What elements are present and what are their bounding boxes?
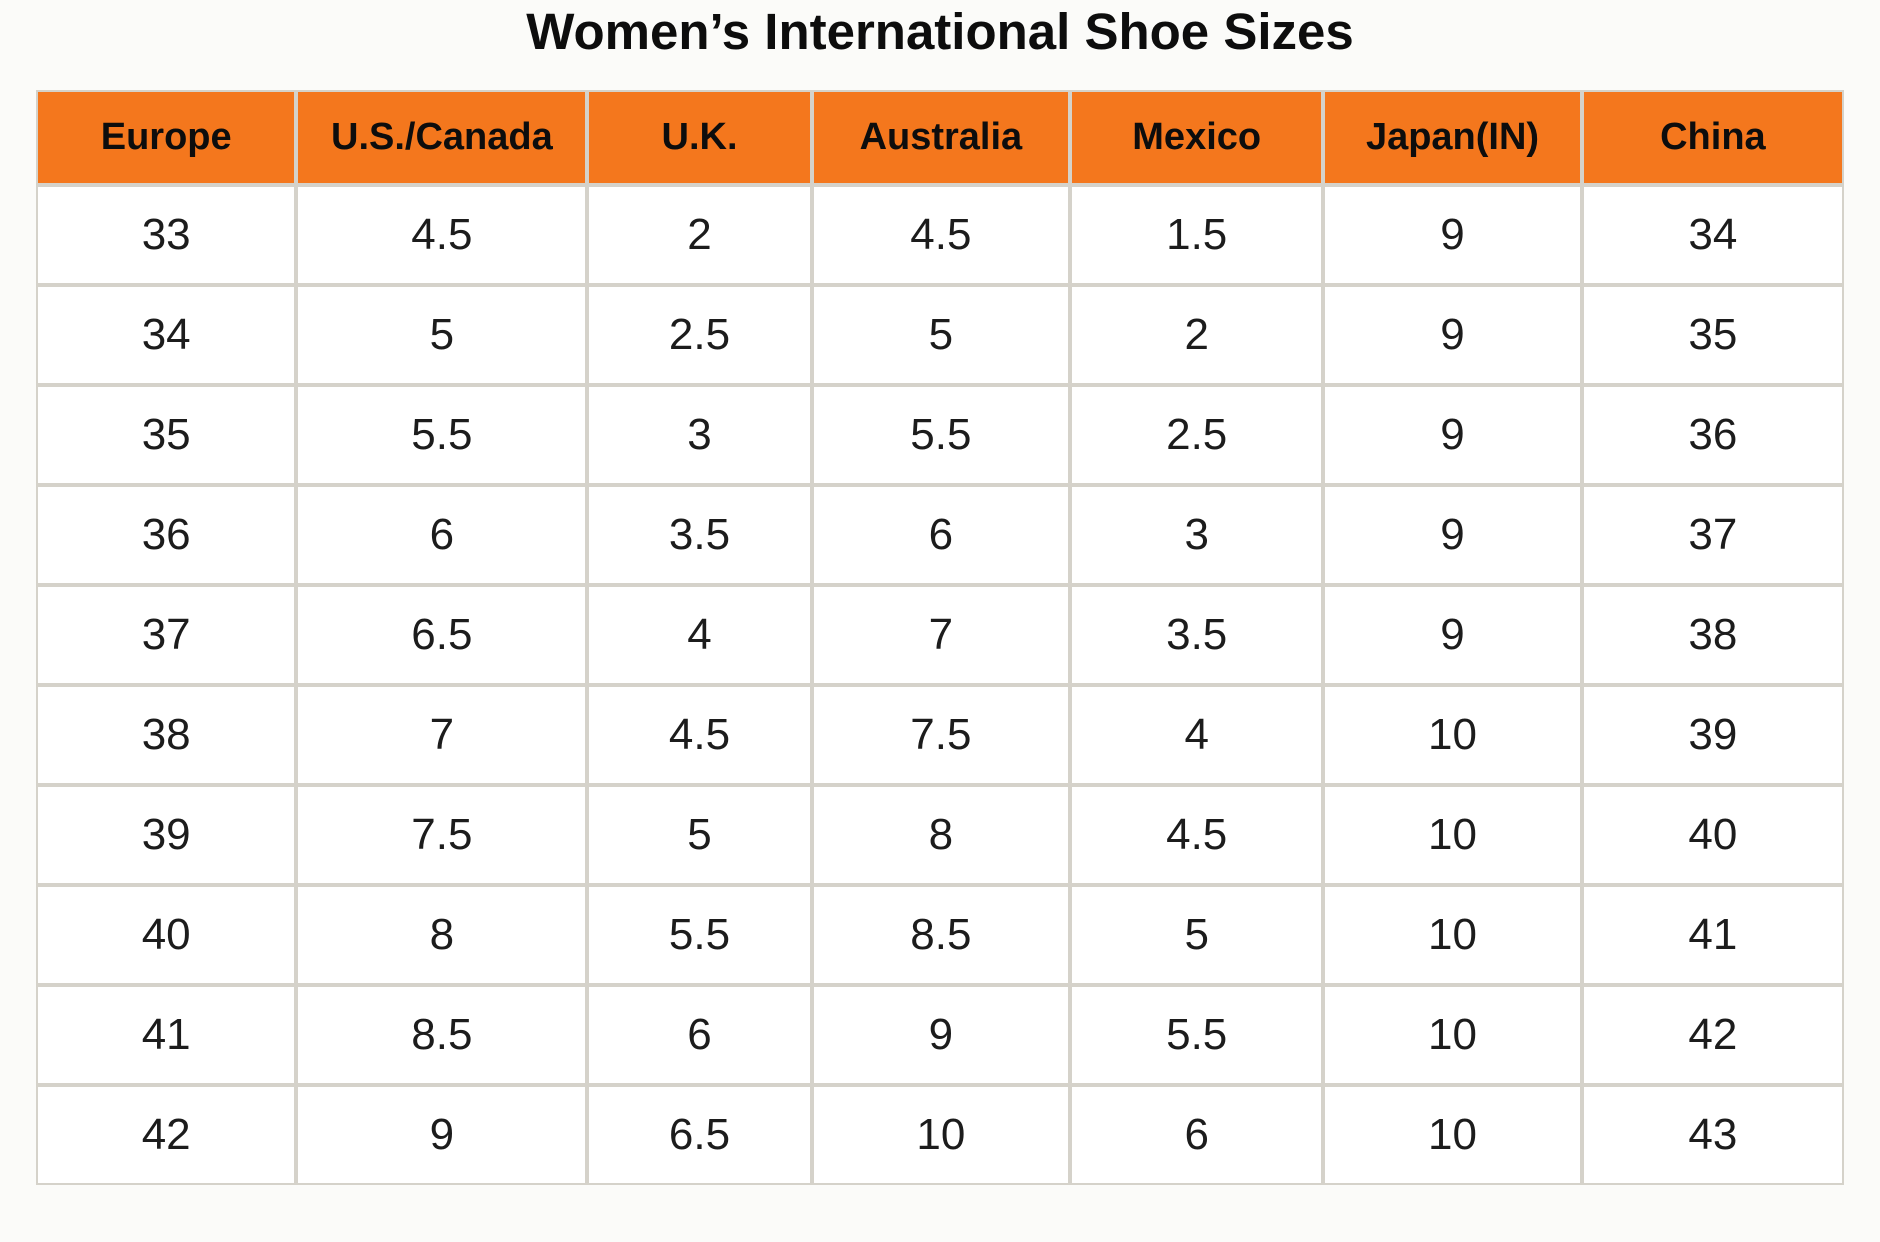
column-header-mexico: Mexico [1070,90,1324,185]
column-header-australia: Australia [811,90,1071,185]
cell-china: 42 [1581,985,1844,1085]
cell-europe: 42 [36,1085,297,1185]
cell-u-s-canada: 6.5 [296,585,588,685]
cell-mexico: 5.5 [1070,985,1324,1085]
cell-australia: 5 [811,285,1071,385]
cell-mexico: 1.5 [1070,185,1324,285]
cell-u-k: 5 [587,785,812,885]
table-row: 35 5.5 3 5.5 2.5 9 36 [36,385,1844,485]
cell-u-s-canada: 4.5 [296,185,588,285]
cell-australia: 7 [811,585,1071,685]
cell-mexico: 6 [1070,1085,1324,1185]
cell-europe: 34 [36,285,297,385]
cell-australia: 4.5 [811,185,1071,285]
cell-europe: 40 [36,885,297,985]
cell-australia: 8 [811,785,1071,885]
cell-japan-in: 10 [1323,1085,1582,1185]
cell-china: 38 [1581,585,1844,685]
cell-japan-in: 9 [1323,485,1582,585]
shoe-size-table: Europe U.S./Canada U.K. Australia Mexico Japa… [36,90,1844,1185]
table-row: 37 6.5 4 7 3.5 9 38 [36,585,1844,685]
cell-u-s-canada: 5.5 [296,385,588,485]
cell-japan-in: 10 [1323,885,1582,985]
cell-japan-in: 10 [1323,785,1582,885]
table-row: 41 8.5 6 9 5.5 10 42 [36,985,1844,1085]
cell-mexico: 2 [1070,285,1324,385]
cell-china: 37 [1581,485,1844,585]
cell-u-s-canada: 6 [296,485,588,585]
cell-u-k: 6.5 [587,1085,812,1185]
cell-u-s-canada: 5 [296,285,588,385]
cell-u-k: 6 [587,985,812,1085]
cell-u-s-canada: 8 [296,885,588,985]
cell-china: 43 [1581,1085,1844,1185]
cell-japan-in: 9 [1323,385,1582,485]
column-header-japan-in: Japan(IN) [1323,90,1582,185]
column-header-china: China [1581,90,1844,185]
cell-australia: 10 [811,1085,1071,1185]
table-header: Europe U.S./Canada U.K. Australia Mexico Japa… [36,90,1844,185]
cell-u-s-canada: 7 [296,685,588,785]
cell-u-s-canada: 8.5 [296,985,588,1085]
cell-japan-in: 9 [1323,585,1582,685]
cell-u-k: 5.5 [587,885,812,985]
cell-japan-in: 10 [1323,985,1582,1085]
cell-europe: 36 [36,485,297,585]
cell-u-s-canada: 9 [296,1085,588,1185]
cell-mexico: 3 [1070,485,1324,585]
cell-china: 39 [1581,685,1844,785]
cell-mexico: 4.5 [1070,785,1324,885]
cell-mexico: 4 [1070,685,1324,785]
cell-europe: 33 [36,185,297,285]
cell-china: 34 [1581,185,1844,285]
cell-australia: 6 [811,485,1071,585]
cell-japan-in: 10 [1323,685,1582,785]
cell-china: 36 [1581,385,1844,485]
cell-china: 41 [1581,885,1844,985]
cell-mexico: 5 [1070,885,1324,985]
column-header-europe: Europe [36,90,297,185]
column-header-u-s-canada: U.S./Canada [296,90,588,185]
cell-u-k: 2.5 [587,285,812,385]
cell-australia: 8.5 [811,885,1071,985]
table-body: 33 4.5 2 4.5 1.5 9 34 34 5 2.5 5 2 9 35 35 5.5 3 5.5 2.5 9 3… [36,185,1844,1185]
cell-u-k: 2 [587,185,812,285]
header-row: Europe U.S./Canada U.K. Australia Mexico Japa… [36,90,1844,185]
cell-europe: 37 [36,585,297,685]
cell-europe: 35 [36,385,297,485]
table-container: Europe U.S./Canada U.K. Australia Mexico Japa… [36,90,1844,1185]
cell-china: 35 [1581,285,1844,385]
cell-u-s-canada: 7.5 [296,785,588,885]
table-row: 33 4.5 2 4.5 1.5 9 34 [36,185,1844,285]
cell-japan-in: 9 [1323,285,1582,385]
cell-china: 40 [1581,785,1844,885]
table-row: 36 6 3.5 6 3 9 37 [36,485,1844,585]
cell-australia: 7.5 [811,685,1071,785]
table-row: 42 9 6.5 10 6 10 43 [36,1085,1844,1185]
table-row: 40 8 5.5 8.5 5 10 41 [36,885,1844,985]
cell-u-k: 3.5 [587,485,812,585]
cell-u-k: 4 [587,585,812,685]
table-row: 39 7.5 5 8 4.5 10 40 [36,785,1844,885]
page-title: Women’s International Shoe Sizes [526,3,1354,60]
cell-europe: 39 [36,785,297,885]
cell-australia: 5.5 [811,385,1071,485]
cell-mexico: 2.5 [1070,385,1324,485]
column-header-u-k: U.K. [587,90,812,185]
cell-japan-in: 9 [1323,185,1582,285]
table-row: 38 7 4.5 7.5 4 10 39 [36,685,1844,785]
table-row: 34 5 2.5 5 2 9 35 [36,285,1844,385]
cell-australia: 9 [811,985,1071,1085]
cell-europe: 38 [36,685,297,785]
cell-u-k: 4.5 [587,685,812,785]
cell-u-k: 3 [587,385,812,485]
cell-europe: 41 [36,985,297,1085]
cell-mexico: 3.5 [1070,585,1324,685]
